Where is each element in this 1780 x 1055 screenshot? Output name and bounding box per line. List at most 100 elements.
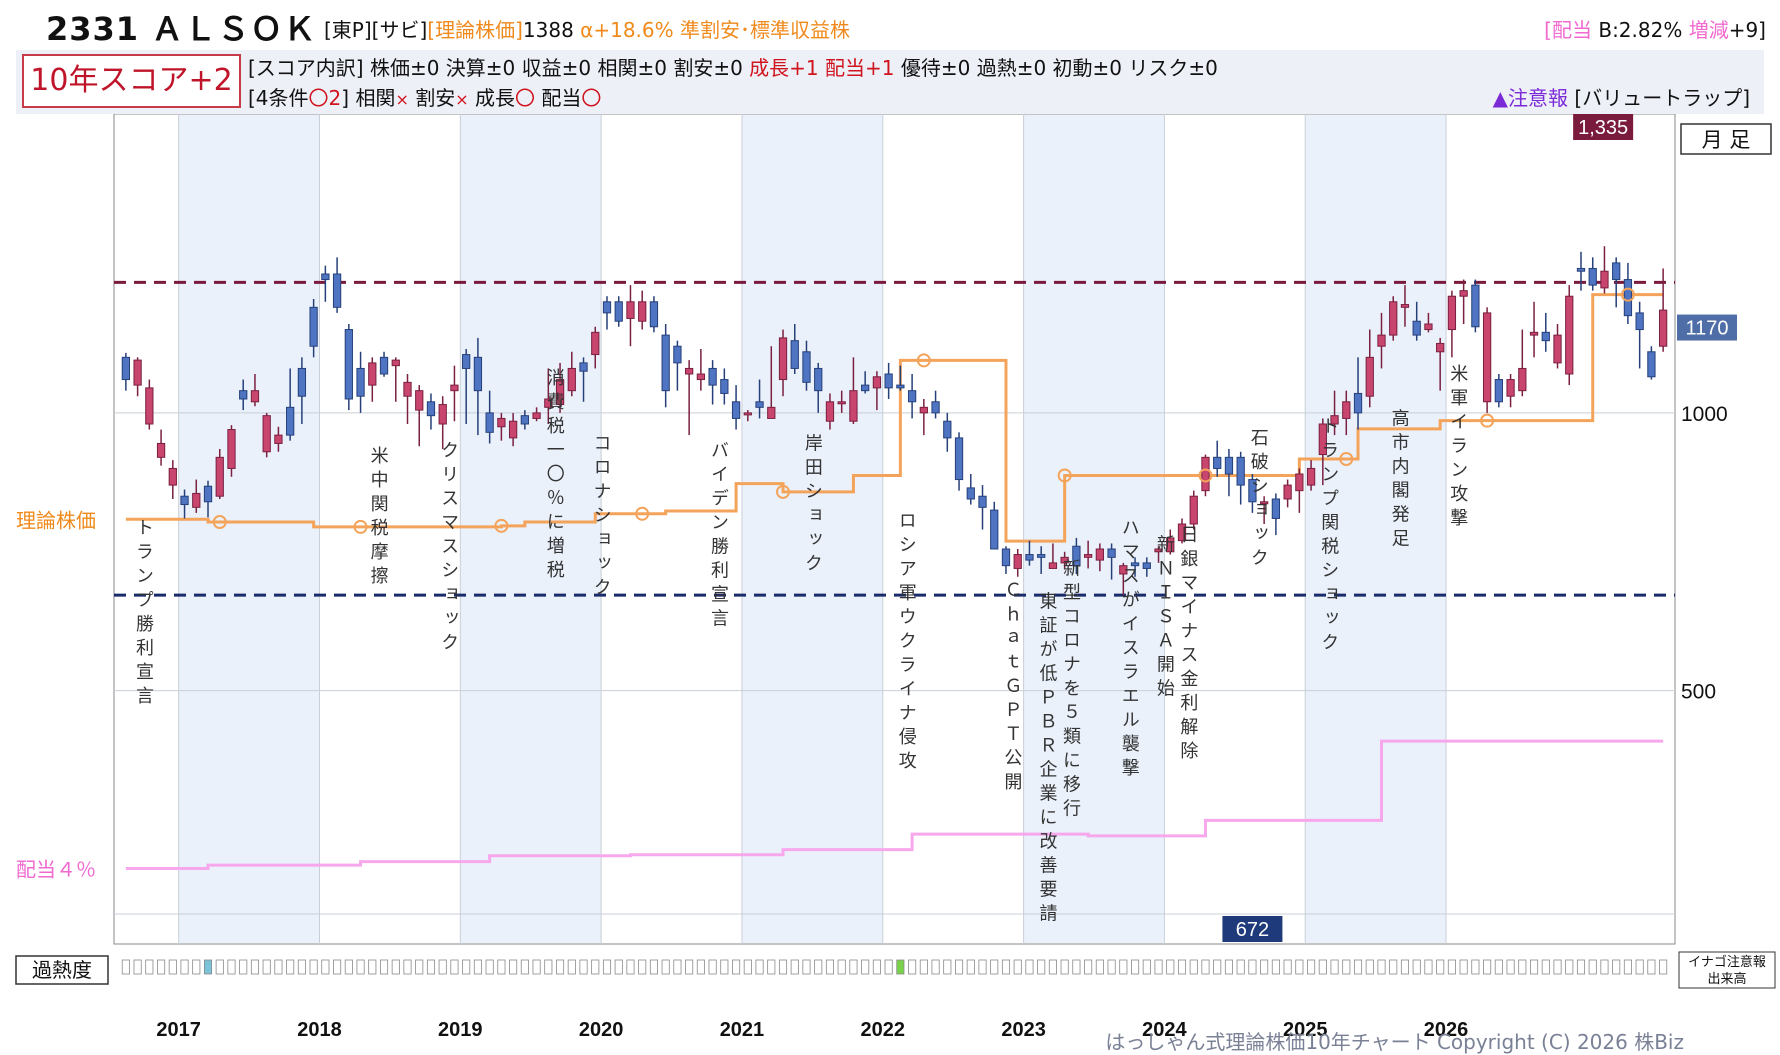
candle-body — [156, 442, 166, 458]
overheat-cell — [227, 959, 236, 975]
overheat-cell — [814, 959, 823, 975]
candle-body — [1142, 562, 1151, 569]
candle-body — [168, 467, 177, 486]
overheat-cell — [955, 959, 964, 975]
candle-body — [1588, 267, 1597, 286]
overheat-cell — [767, 959, 776, 975]
candle-body — [309, 306, 318, 347]
candle-body — [203, 485, 213, 503]
copyright-footer: はっしゃん式理論株価10年チャート Copyright (C) 2026 株Bi… — [1105, 1030, 1684, 1054]
overheat-cell — [1600, 959, 1609, 975]
overheat-cell — [673, 959, 682, 975]
score-panel: 10年スコア+2 [スコア内訳] 株価±0 決算±0 収益±0 相関±0 割安±… — [16, 50, 1764, 114]
dividend-score: 配当+1 — [825, 56, 895, 80]
overheat-cell — [133, 959, 142, 975]
event-label: トランプ勝利宣言 — [133, 518, 154, 710]
candle-body — [403, 381, 412, 397]
candle-body — [379, 356, 389, 375]
overheat-cell — [239, 959, 248, 975]
inago-label: イナゴ注意報 — [1688, 954, 1766, 970]
event-label: 東証が低ＰＢＲ企業に改善要請 — [1037, 592, 1058, 928]
overheat-cell — [250, 959, 259, 975]
overheat-cell — [309, 959, 318, 975]
change-label: 増減 — [1688, 18, 1729, 42]
candle-body — [133, 359, 142, 386]
candle-body — [1565, 295, 1574, 375]
candle-body — [1576, 267, 1586, 272]
overheat-cell — [297, 959, 306, 975]
overheat-cell — [649, 959, 658, 975]
low-badge-bg — [1222, 916, 1283, 942]
candle-body — [837, 401, 846, 405]
candle-body — [1541, 331, 1550, 342]
theory-price-value: 1388 — [522, 18, 574, 42]
theory-price-line — [125, 293, 1664, 543]
overheat-cell — [379, 959, 389, 975]
candle-body — [1494, 379, 1503, 403]
overheat-cell — [121, 959, 130, 975]
candle-body — [954, 437, 964, 481]
event-label: 岸田ショック — [802, 433, 823, 577]
candle-body — [861, 384, 870, 392]
overheat-cell — [1213, 959, 1222, 975]
event-label: ロシア軍ウクライナ侵攻 — [896, 511, 917, 775]
stock-title: 2331 ＡＬＳＯＫ — [46, 10, 317, 48]
candle-body — [1342, 401, 1351, 419]
high-badge: 1,335 — [1578, 117, 1628, 139]
candle-body — [1213, 456, 1222, 469]
overheat-cell — [1459, 959, 1468, 975]
candle-body — [990, 509, 999, 550]
candle-body — [1224, 456, 1234, 475]
overheat-cell — [1506, 959, 1515, 975]
candle-body — [1283, 484, 1292, 500]
overheat-cell — [1553, 959, 1562, 975]
overheat-cell — [157, 959, 166, 975]
candle-body — [685, 367, 694, 375]
event-label: 新ＮＩＳＡ開始 — [1154, 535, 1175, 703]
candle-body — [415, 390, 424, 411]
candle-body — [1130, 562, 1140, 567]
change-value: +9] — [1728, 18, 1766, 42]
year-band — [460, 115, 602, 943]
theory-marker — [1339, 452, 1354, 467]
overheat-cell — [333, 959, 342, 975]
candle-body — [508, 420, 518, 439]
overheat-cell — [215, 959, 224, 975]
low-badge: 672 — [1236, 919, 1269, 941]
overheat-cell — [943, 959, 952, 975]
x-tick-label: 2020 — [579, 1019, 624, 1041]
candle-body — [1658, 309, 1668, 347]
candle-body — [192, 492, 201, 508]
overheat-cell — [344, 959, 353, 975]
overheat-cell — [1013, 959, 1022, 975]
candle-body — [1377, 334, 1386, 347]
overheat-cell — [1318, 959, 1327, 975]
candle-body — [1095, 548, 1104, 561]
candle-body — [227, 429, 236, 469]
candle-body — [814, 367, 823, 392]
event-label: バイデン勝利宣言 — [708, 441, 729, 633]
warning-notice: ▲注意報 [バリュートラップ] — [1493, 82, 1750, 111]
candle-body — [638, 301, 647, 322]
candle-body — [1353, 392, 1363, 414]
overheat-cell — [556, 959, 565, 975]
overheat-cell — [1400, 959, 1410, 975]
overheat-cell — [743, 959, 752, 975]
overheat-cell — [1107, 959, 1116, 975]
candle-body — [1177, 523, 1187, 542]
y-tick-label: 1000 — [1681, 403, 1728, 426]
candle-body — [1072, 545, 1081, 567]
overheat-cell — [1295, 959, 1304, 975]
candle-body — [825, 401, 835, 422]
candle-body — [1248, 479, 1257, 503]
event-label: 石破ショック — [1248, 428, 1269, 572]
overheat-cell — [614, 959, 623, 975]
overheat-cell — [567, 959, 576, 975]
candle-body — [614, 301, 623, 322]
candle-body — [673, 345, 682, 364]
theory-marker — [353, 519, 368, 534]
overheat-cell — [1436, 959, 1445, 975]
event-label: トランプ関税ショック — [1318, 417, 1339, 657]
overheat-cell — [192, 959, 201, 975]
market-tag: [東P][サビ] — [324, 18, 428, 42]
